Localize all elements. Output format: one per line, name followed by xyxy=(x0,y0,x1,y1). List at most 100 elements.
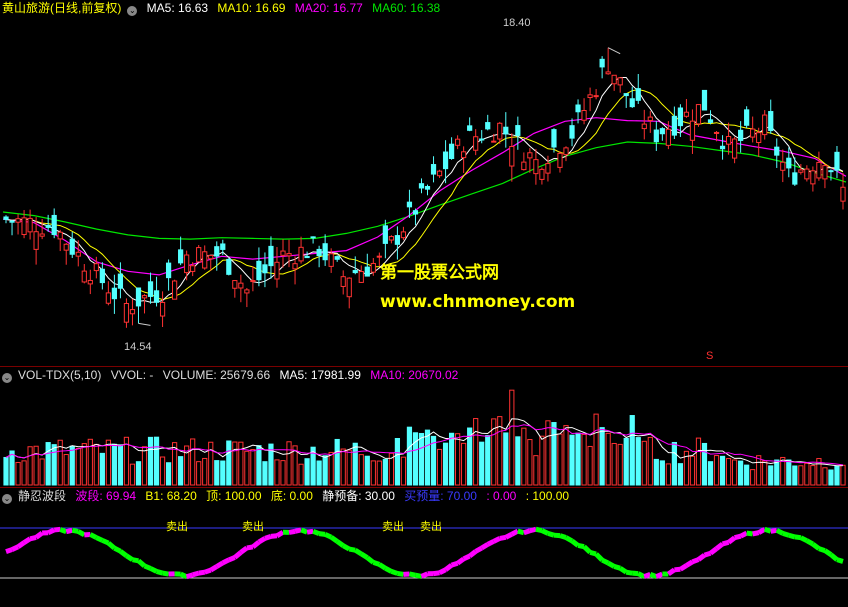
extra-value-2: : 100.00 xyxy=(526,489,569,503)
volume-bar xyxy=(678,464,682,485)
wave-segment xyxy=(187,575,193,577)
candle-body xyxy=(46,225,50,227)
wave-segment xyxy=(602,560,608,563)
volume-bar xyxy=(118,445,122,485)
wave-segment xyxy=(680,565,686,569)
wave-segment xyxy=(735,536,741,538)
candle-body xyxy=(287,254,291,256)
candle-body xyxy=(239,283,243,288)
candle-body xyxy=(558,153,562,167)
candle-body xyxy=(606,72,610,74)
b1-value: B1: 68.20 xyxy=(145,489,196,503)
volume-bar xyxy=(630,416,634,485)
chevron-down-icon[interactable]: ⌄ xyxy=(127,6,137,16)
maiyuliang-value: 买预量: 70.00 xyxy=(404,489,477,503)
candle-body xyxy=(835,152,839,170)
candle-body xyxy=(504,127,508,134)
sell-label: 卖出 xyxy=(420,518,442,534)
volume-bar xyxy=(522,428,526,485)
volume-bar xyxy=(52,445,56,485)
price-chart-panel[interactable]: 黄山旅游(日线,前复权)⌄ MA5: 16.63 MA10: 16.69 MA2… xyxy=(0,0,848,366)
sell-marker: S xyxy=(706,350,713,362)
wave-segment xyxy=(36,533,42,537)
candle-body xyxy=(546,164,550,174)
volume-bar xyxy=(841,465,845,485)
candle-body xyxy=(227,259,231,274)
sell-label: 卖出 xyxy=(242,518,264,534)
bottom-value: 底: 0.00 xyxy=(271,489,313,503)
ma10-value: MA10: 16.69 xyxy=(217,1,285,15)
candle-body xyxy=(76,252,80,256)
candle-body xyxy=(197,248,201,262)
volume-bar xyxy=(257,446,261,485)
wave-segment xyxy=(295,530,301,531)
volume-bar xyxy=(606,433,610,485)
candle-body xyxy=(257,261,261,279)
chevron-down-icon[interactable]: ⌄ xyxy=(2,494,12,504)
volume-bar xyxy=(769,466,773,485)
volume-bar xyxy=(582,434,586,485)
wave-segment xyxy=(241,548,247,552)
volume-bar xyxy=(10,451,14,485)
chevron-down-icon[interactable]: ⌄ xyxy=(2,373,12,383)
wave-segment xyxy=(397,573,403,574)
volume-bar xyxy=(835,466,839,485)
volume-bar xyxy=(329,452,333,485)
ind-title[interactable]: 静忍波段 xyxy=(18,489,66,503)
stock-title[interactable]: 黄山旅游(日线,前复权) xyxy=(2,1,121,15)
volume-bar xyxy=(317,461,321,485)
volume-bar xyxy=(811,466,815,485)
candle-body xyxy=(793,173,797,184)
candle-body xyxy=(486,123,490,129)
wave-segment xyxy=(385,568,391,571)
sell-label: 卖出 xyxy=(166,518,188,534)
high-pointer xyxy=(608,48,620,54)
candle-body xyxy=(383,226,387,244)
volume-bar xyxy=(377,461,381,485)
wave-segment xyxy=(138,561,144,566)
wave-segment xyxy=(506,534,512,537)
candle-body xyxy=(522,162,526,169)
vol-title[interactable]: VOL-TDX(5,10) xyxy=(18,368,101,382)
volume-panel[interactable]: ⌄VOL-TDX(5,10) VVOL: - VOLUME: 25679.66 … xyxy=(0,366,848,488)
high-price-label: 18.40 xyxy=(503,17,531,29)
wave-segment xyxy=(644,574,650,576)
volume-chart[interactable] xyxy=(0,367,848,488)
candle-body xyxy=(751,129,755,137)
indicator-chart[interactable] xyxy=(0,488,848,607)
wave-segment xyxy=(409,574,415,575)
wave-segment xyxy=(343,546,349,549)
candle-body xyxy=(40,234,44,236)
volume-bar xyxy=(437,449,441,485)
candle-body xyxy=(353,271,357,273)
candle-body xyxy=(781,162,785,170)
wave-segment xyxy=(72,530,78,531)
wave-segment xyxy=(331,537,337,541)
candle-body xyxy=(425,187,429,190)
candle-body xyxy=(805,169,809,179)
candle-body xyxy=(745,110,749,125)
candle-body xyxy=(642,124,646,128)
volume-bar xyxy=(263,462,267,485)
wave-segment xyxy=(163,573,169,574)
jingyubei-value: 静预备: 30.00 xyxy=(322,489,395,503)
volume-bar xyxy=(486,436,490,485)
candle-body xyxy=(570,126,574,138)
ma60-line xyxy=(3,142,846,239)
ma5-value: MA5: 16.63 xyxy=(147,1,208,15)
wave-segment xyxy=(78,531,84,534)
volume-bar xyxy=(100,453,104,485)
wave-segment xyxy=(488,541,494,544)
candle-body xyxy=(576,105,580,112)
wave-segment xyxy=(524,531,530,533)
candle-body xyxy=(618,78,622,85)
wave-segment xyxy=(729,538,735,543)
indicator-panel[interactable]: ⌄静忍波段 波段: 69.94 B1: 68.20 顶: 100.00 底: 0… xyxy=(0,487,848,607)
wave-segment xyxy=(500,537,506,538)
volume-bar xyxy=(359,455,363,485)
volume-bar xyxy=(341,449,345,485)
candle-body xyxy=(630,99,634,107)
candle-body xyxy=(154,291,158,303)
volume-bar xyxy=(823,468,827,485)
wave-segment xyxy=(446,565,452,570)
